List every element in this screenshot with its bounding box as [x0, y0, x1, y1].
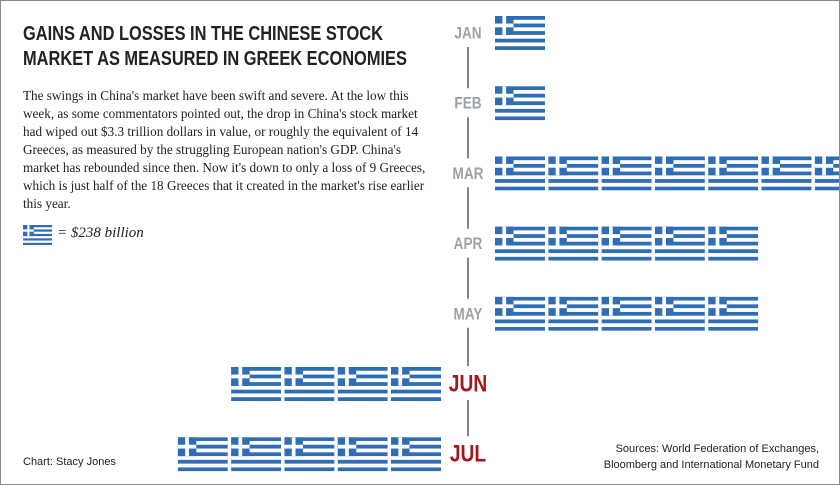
flag-row	[495, 226, 759, 261]
flag-row	[231, 367, 441, 401]
flag-row	[177, 437, 441, 472]
flag	[601, 156, 652, 191]
month-label: FEB	[454, 94, 481, 113]
flag	[337, 367, 388, 401]
flag	[814, 156, 839, 191]
flag	[495, 16, 545, 50]
month-label: JUL	[450, 439, 486, 467]
flag	[654, 296, 705, 331]
flag	[284, 367, 335, 401]
flag	[391, 437, 441, 472]
month-label: MAY	[454, 305, 483, 324]
flag	[391, 367, 441, 401]
flag	[495, 226, 545, 261]
flag	[601, 296, 652, 331]
source-line: Bloomberg and International Monetary Fun…	[603, 459, 819, 471]
flag	[231, 367, 282, 401]
flag	[708, 296, 759, 331]
flag	[495, 296, 545, 331]
flag	[548, 156, 599, 191]
flag	[548, 296, 599, 331]
flag	[654, 156, 705, 191]
flag	[548, 226, 599, 261]
month-label: APR	[454, 235, 483, 254]
flag	[761, 156, 812, 191]
source-line: Sources: World Federation of Exchanges,	[615, 443, 819, 455]
legend-text: = $238 billion	[57, 225, 144, 241]
month-label: JUN	[449, 369, 487, 397]
flag	[495, 86, 545, 121]
flag	[337, 437, 388, 472]
flag	[231, 437, 282, 472]
flag	[708, 156, 759, 191]
flag	[654, 226, 705, 261]
flag	[495, 156, 545, 191]
chart-title: GAINS AND LOSSES IN THE CHINESE STOCK MA…	[23, 23, 407, 70]
month-label: MAR	[453, 165, 484, 184]
flag	[177, 437, 228, 472]
month-label: JAN	[454, 24, 481, 43]
chart-subtitle: The swings in China's market have been s…	[23, 88, 426, 211]
flag-row	[495, 16, 545, 50]
flag	[708, 226, 759, 261]
legend-flag	[23, 225, 52, 245]
flag	[601, 226, 652, 261]
flag	[284, 437, 335, 472]
flag-row	[495, 296, 759, 331]
credit: Chart: Stacy Jones	[23, 456, 116, 468]
flag-row	[495, 156, 839, 191]
flag-row	[495, 86, 545, 121]
source: Sources: World Federation of Exchanges, …	[604, 441, 819, 473]
